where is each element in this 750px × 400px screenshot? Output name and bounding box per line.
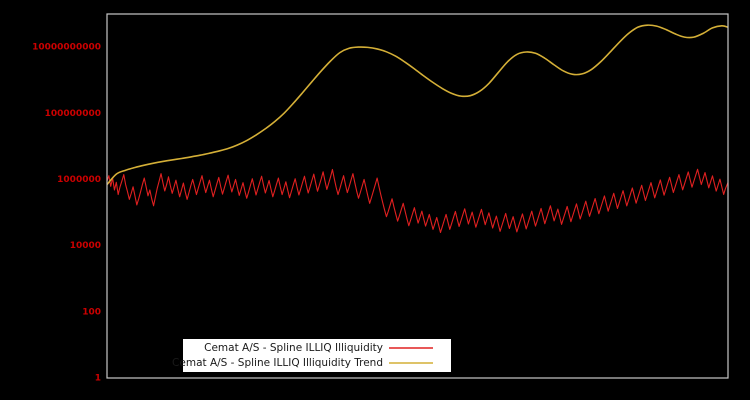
- plot-frame-border: [106, 13, 729, 379]
- y-axis-tick-label: 10000000000: [32, 43, 101, 53]
- y-axis-tick-label: 1: [95, 374, 101, 384]
- legend-entry-label: Cemat A/S - Spline ILLIQ Illiquidity Tre…: [172, 357, 383, 369]
- y-axis-tick-label: 1000000: [57, 175, 101, 185]
- chart-legend[interactable]: Cemat A/S - Spline ILLIQ Illiquidity Cema…: [172, 339, 451, 372]
- y-axis-tick-labels: 1 100 10000 1000000 100000000 10000000000: [32, 43, 101, 384]
- illiquidity-series-line: [107, 168, 728, 234]
- legend-entry-label: Cemat A/S - Spline ILLIQ Illiquidity: [204, 342, 383, 354]
- trend-series-line: [107, 24, 728, 186]
- y-axis-tick-label: 10000: [70, 241, 101, 251]
- legend-background: [183, 339, 451, 372]
- data-series-group: [107, 24, 728, 234]
- y-axis-tick-label: 100: [82, 307, 101, 317]
- y-axis-tick-label: 100000000: [45, 109, 101, 119]
